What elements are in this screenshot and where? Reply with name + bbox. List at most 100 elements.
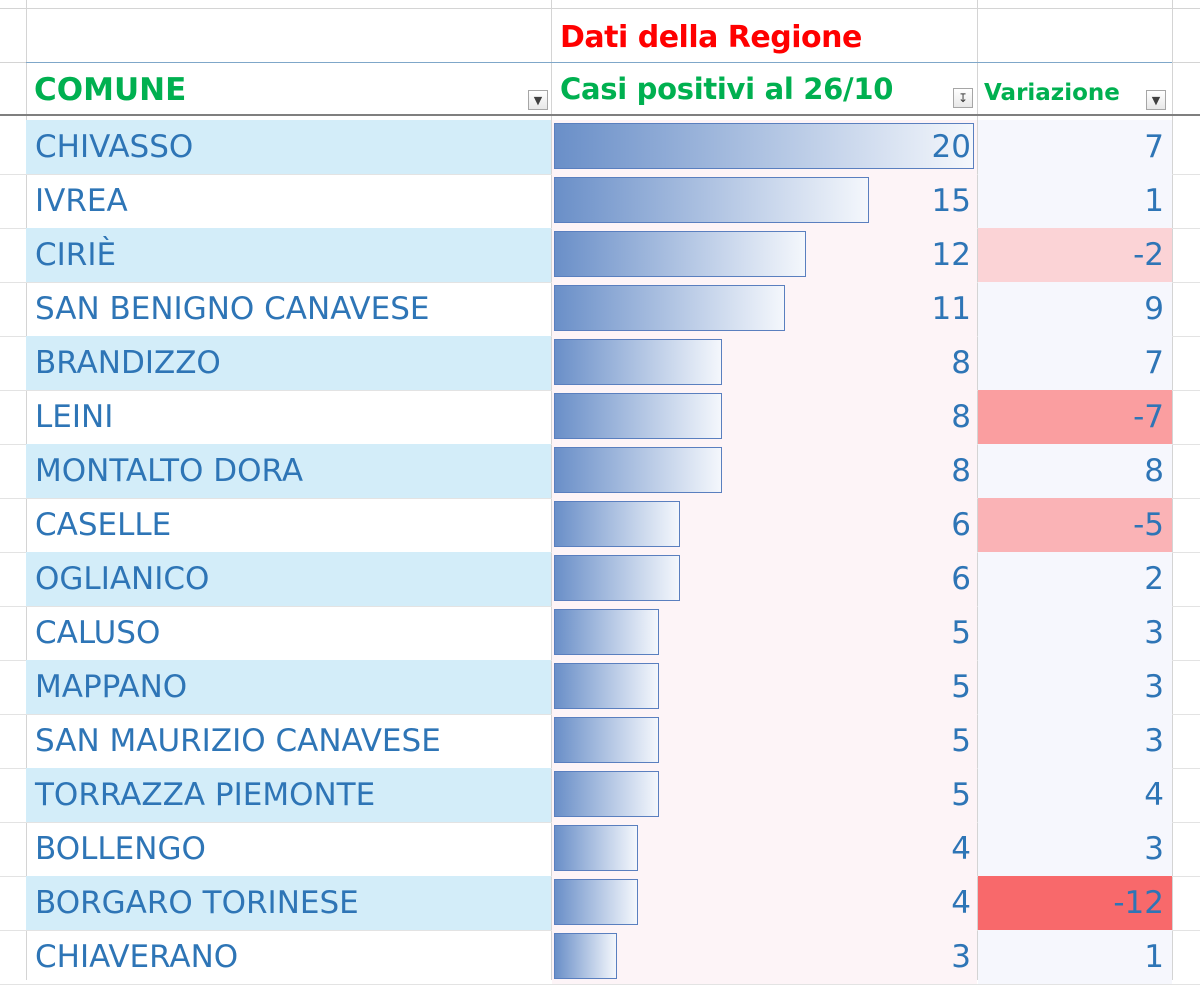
data-bar bbox=[554, 609, 659, 655]
grid-line bbox=[551, 0, 552, 980]
table-row: SAN BENIGNO CANAVESE 11 9 bbox=[0, 282, 1200, 336]
comune-cell[interactable]: CASELLE bbox=[35, 507, 172, 543]
variazione-cell[interactable]: -7 bbox=[978, 390, 1172, 444]
data-bar bbox=[554, 393, 722, 439]
table-row: IVREA 15 1 bbox=[0, 174, 1200, 228]
casi-value: 8 bbox=[951, 345, 971, 381]
table-row: BRANDIZZO 8 7 bbox=[0, 336, 1200, 390]
comune-cell[interactable]: BOLLENGO bbox=[35, 831, 206, 867]
data-bar bbox=[554, 825, 638, 871]
comune-cell[interactable]: TORRAZZA PIEMONTE bbox=[26, 768, 551, 822]
filter-dropdown-casi[interactable]: ↧ bbox=[953, 88, 973, 108]
comune-cell[interactable]: CHIVASSO bbox=[26, 120, 551, 174]
casi-value: 5 bbox=[951, 723, 971, 759]
comune-cell[interactable]: SAN BENIGNO CANAVESE bbox=[35, 291, 430, 327]
data-bar bbox=[554, 933, 617, 979]
chevron-down-icon: ▼ bbox=[533, 93, 543, 107]
filter-dropdown-variazione[interactable]: ▼ bbox=[1146, 90, 1166, 110]
casi-cell[interactable]: 5 bbox=[552, 606, 977, 660]
casi-value: 3 bbox=[951, 939, 971, 975]
casi-value: 5 bbox=[951, 615, 971, 651]
casi-cell[interactable]: 4 bbox=[552, 876, 977, 930]
variazione-cell[interactable]: -5 bbox=[978, 498, 1172, 552]
casi-cell[interactable]: 3 bbox=[552, 930, 977, 984]
region-title: Dati della Regione bbox=[560, 20, 862, 55]
casi-cell[interactable]: 4 bbox=[552, 822, 977, 876]
data-bar bbox=[554, 663, 659, 709]
header-top-border bbox=[26, 62, 1172, 63]
table-row: BORGARO TORINESE 4 -12 bbox=[0, 876, 1200, 930]
variazione-cell[interactable]: 3 bbox=[978, 606, 1172, 660]
casi-cell[interactable]: 8 bbox=[552, 390, 977, 444]
data-bar bbox=[554, 123, 974, 169]
comune-cell[interactable]: CHIAVERANO bbox=[35, 939, 239, 975]
data-bar bbox=[554, 771, 659, 817]
comune-cell[interactable]: BORGARO TORINESE bbox=[26, 876, 551, 930]
table-row: CHIAVERANO 3 1 bbox=[0, 930, 1200, 984]
table-row: TORRAZZA PIEMONTE 5 4 bbox=[0, 768, 1200, 822]
casi-value: 5 bbox=[951, 669, 971, 705]
data-bar bbox=[554, 231, 806, 277]
casi-value: 15 bbox=[931, 183, 971, 219]
variazione-cell[interactable]: 7 bbox=[978, 336, 1172, 390]
casi-cell[interactable]: 5 bbox=[552, 714, 977, 768]
casi-cell[interactable]: 8 bbox=[552, 444, 977, 498]
chevron-down-icon: ▼ bbox=[1151, 93, 1161, 107]
casi-value: 6 bbox=[951, 561, 971, 597]
grid-line bbox=[0, 8, 1200, 9]
comune-cell[interactable]: LEINI bbox=[35, 399, 114, 435]
comune-cell[interactable]: OGLIANICO bbox=[26, 552, 551, 606]
variazione-cell[interactable]: 4 bbox=[978, 768, 1172, 822]
casi-cell[interactable]: 20 bbox=[552, 120, 977, 174]
comune-cell[interactable]: MAPPANO bbox=[26, 660, 551, 714]
data-bar bbox=[554, 555, 680, 601]
data-bar bbox=[554, 285, 785, 331]
casi-value: 12 bbox=[931, 237, 971, 273]
table-row: OGLIANICO 6 2 bbox=[0, 552, 1200, 606]
data-bar bbox=[554, 879, 638, 925]
variazione-cell[interactable]: 3 bbox=[978, 714, 1172, 768]
table-row: CALUSO 5 3 bbox=[0, 606, 1200, 660]
variazione-cell[interactable]: -2 bbox=[978, 228, 1172, 282]
table-row: BOLLENGO 4 3 bbox=[0, 822, 1200, 876]
casi-value: 4 bbox=[951, 831, 971, 867]
variazione-cell[interactable]: 1 bbox=[978, 174, 1172, 228]
comune-cell[interactable]: CALUSO bbox=[35, 615, 161, 651]
casi-cell[interactable]: 6 bbox=[552, 498, 977, 552]
casi-cell[interactable]: 12 bbox=[552, 228, 977, 282]
casi-cell[interactable]: 6 bbox=[552, 552, 977, 606]
header-border bbox=[0, 114, 1200, 116]
header-variazione: Variazione bbox=[984, 80, 1120, 106]
variazione-cell[interactable]: 3 bbox=[978, 660, 1172, 714]
variazione-cell[interactable]: 1 bbox=[978, 930, 1172, 984]
casi-cell[interactable]: 5 bbox=[552, 660, 977, 714]
comune-cell[interactable]: IVREA bbox=[35, 183, 128, 219]
data-bar bbox=[554, 501, 680, 547]
variazione-cell[interactable]: 8 bbox=[978, 444, 1172, 498]
casi-cell[interactable]: 5 bbox=[552, 768, 977, 822]
table-row: CASELLE 6 -5 bbox=[0, 498, 1200, 552]
table-row: MAPPANO 5 3 bbox=[0, 660, 1200, 714]
variazione-cell[interactable]: 7 bbox=[978, 120, 1172, 174]
variazione-cell[interactable]: 3 bbox=[978, 822, 1172, 876]
data-bar bbox=[554, 717, 659, 763]
data-bar bbox=[554, 177, 869, 223]
grid-line bbox=[1172, 0, 1173, 980]
variazione-cell[interactable]: -12 bbox=[978, 876, 1172, 930]
comune-cell[interactable]: BRANDIZZO bbox=[26, 336, 551, 390]
variazione-cell[interactable]: 2 bbox=[978, 552, 1172, 606]
table-row: MONTALTO DORA 8 8 bbox=[0, 444, 1200, 498]
casi-cell[interactable]: 15 bbox=[552, 174, 977, 228]
grid-line bbox=[977, 0, 978, 980]
filter-dropdown-comune[interactable]: ▼ bbox=[528, 90, 548, 110]
comune-cell[interactable]: CIRIÈ bbox=[26, 228, 551, 282]
casi-cell[interactable]: 8 bbox=[552, 336, 977, 390]
casi-cell[interactable]: 11 bbox=[552, 282, 977, 336]
comune-cell[interactable]: SAN MAURIZIO CANAVESE bbox=[35, 723, 441, 759]
comune-cell[interactable]: MONTALTO DORA bbox=[26, 444, 551, 498]
header-comune: COMUNE bbox=[34, 72, 187, 108]
table-row: LEINI 8 -7 bbox=[0, 390, 1200, 444]
table-row: CHIVASSO 20 7 bbox=[0, 120, 1200, 174]
variazione-cell[interactable]: 9 bbox=[978, 282, 1172, 336]
sort-descending-icon: ↧ bbox=[957, 91, 969, 105]
